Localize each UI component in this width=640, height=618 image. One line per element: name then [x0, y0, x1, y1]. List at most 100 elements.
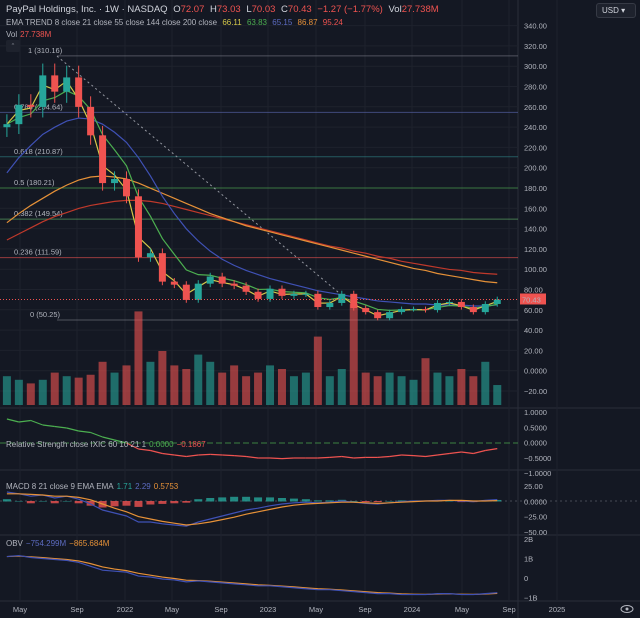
macd-legend[interactable]: MACD 8 21 close 9 EMA EMA 1.71 2.29 0.5753	[6, 482, 179, 491]
candle	[314, 290, 322, 310]
candle	[350, 290, 358, 311]
macd-histogram-bar	[218, 497, 227, 502]
rs-line-segment	[353, 456, 366, 459]
volume-bar	[230, 365, 239, 405]
price-tick-label: −20.00	[524, 387, 547, 396]
macd-histogram-bar	[2, 499, 11, 502]
macd-histogram-bar	[445, 501, 454, 502]
ema-legend[interactable]: EMA TREND 8 close 21 close 55 close 144 …	[6, 18, 343, 27]
candle-body	[218, 276, 226, 284]
volume-bar	[2, 376, 11, 405]
volume-bar	[26, 383, 35, 405]
candle	[75, 65, 83, 118]
candle	[63, 65, 71, 103]
candle-body	[39, 75, 47, 107]
collapse-legend-button[interactable]	[6, 40, 20, 52]
candle-body	[386, 312, 394, 319]
candle	[146, 248, 154, 262]
volume-bar	[110, 372, 119, 405]
rs-line-segment	[437, 452, 450, 456]
obv-ma-line	[6, 555, 498, 595]
fib-level-label: 0.618 (210.87)	[14, 147, 63, 156]
candle	[386, 309, 394, 321]
macd-histogram-bar	[289, 498, 298, 502]
symbol-legend: PayPal Holdings, Inc. · 1W · NASDAQ O72.…	[6, 4, 439, 15]
rs-line-segment	[222, 454, 235, 457]
volume-bar	[122, 365, 131, 405]
volume-legend[interactable]: Vol 27.738M	[6, 30, 52, 39]
eye-icon[interactable]	[620, 605, 634, 613]
rs-line-segment	[114, 439, 127, 444]
fib-level-label: 1 (310.16)	[28, 46, 63, 55]
macd-histogram-bar	[385, 501, 394, 502]
macd-tick-label: −25.00	[524, 513, 547, 522]
volume-bar	[493, 385, 502, 405]
macd-histogram-bar	[14, 501, 23, 502]
candle-body	[123, 179, 130, 197]
price-tick-label: 340.00	[524, 22, 547, 31]
volume-bar	[337, 369, 346, 405]
candle	[410, 306, 418, 312]
candle	[51, 63, 59, 103]
candle	[302, 290, 310, 297]
high-value: 73.03	[216, 4, 241, 15]
candle-body	[433, 302, 441, 311]
price-tick-label: 180.00	[524, 184, 547, 193]
candle	[493, 296, 501, 307]
macd-histogram-bar	[373, 501, 382, 503]
candle	[433, 300, 441, 313]
price-tick-label: 0.0000	[524, 367, 547, 376]
rs-line-segment	[210, 453, 223, 456]
rs-line-segment	[18, 419, 31, 423]
candle-body	[99, 135, 107, 184]
macd-histogram-bar	[74, 501, 83, 504]
candle-body	[63, 77, 71, 92]
time-tick-label: Sep	[358, 605, 371, 614]
candle	[111, 171, 119, 191]
candle-body	[338, 293, 346, 303]
price-tick-label: 60.00	[524, 306, 543, 315]
candle-body	[445, 301, 453, 303]
candle	[99, 125, 107, 191]
macd-histogram-bar	[110, 501, 119, 507]
volume-bar	[242, 376, 251, 405]
candle	[362, 305, 370, 315]
volume-value: 27.738M	[20, 30, 52, 39]
candle	[27, 94, 35, 118]
obv-legend[interactable]: OBV −754.299M −865.684M	[6, 539, 110, 548]
macd-histogram-bar	[50, 501, 59, 504]
candle-body	[146, 253, 154, 258]
rs-line-segment	[126, 442, 139, 450]
ema144-line	[6, 175, 498, 284]
price-tick-label: 140.00	[524, 225, 547, 234]
symbol-name[interactable]: PayPal Holdings, Inc. · 1W · NASDAQ	[6, 4, 168, 15]
candle	[290, 290, 298, 299]
rs-line-segment	[329, 455, 342, 458]
candle-body	[350, 293, 358, 309]
candle-body	[469, 307, 477, 313]
signal-line	[6, 493, 498, 526]
candle	[87, 96, 95, 145]
volume-bar	[38, 379, 47, 405]
candle	[326, 300, 334, 310]
time-tick-label: 2024	[404, 605, 421, 614]
volume-bar	[50, 372, 59, 405]
ema8-line	[6, 80, 498, 317]
macd-histogram-bar	[242, 496, 251, 502]
price-tick-label: 280.00	[524, 83, 547, 92]
candle-body	[302, 293, 310, 295]
candle	[15, 94, 23, 135]
candle	[398, 306, 406, 315]
rs-line-segment	[461, 451, 474, 455]
candle-body	[398, 309, 406, 313]
currency-selector[interactable]: USD ▾	[596, 3, 636, 18]
candle-body	[206, 276, 214, 284]
candle-body	[134, 196, 142, 258]
candle-body	[278, 288, 286, 296]
macd-histogram-bar	[62, 501, 71, 502]
candle-body	[266, 288, 274, 299]
ema21-line	[6, 90, 498, 311]
macd-tick-label: 0.0000	[524, 497, 547, 506]
